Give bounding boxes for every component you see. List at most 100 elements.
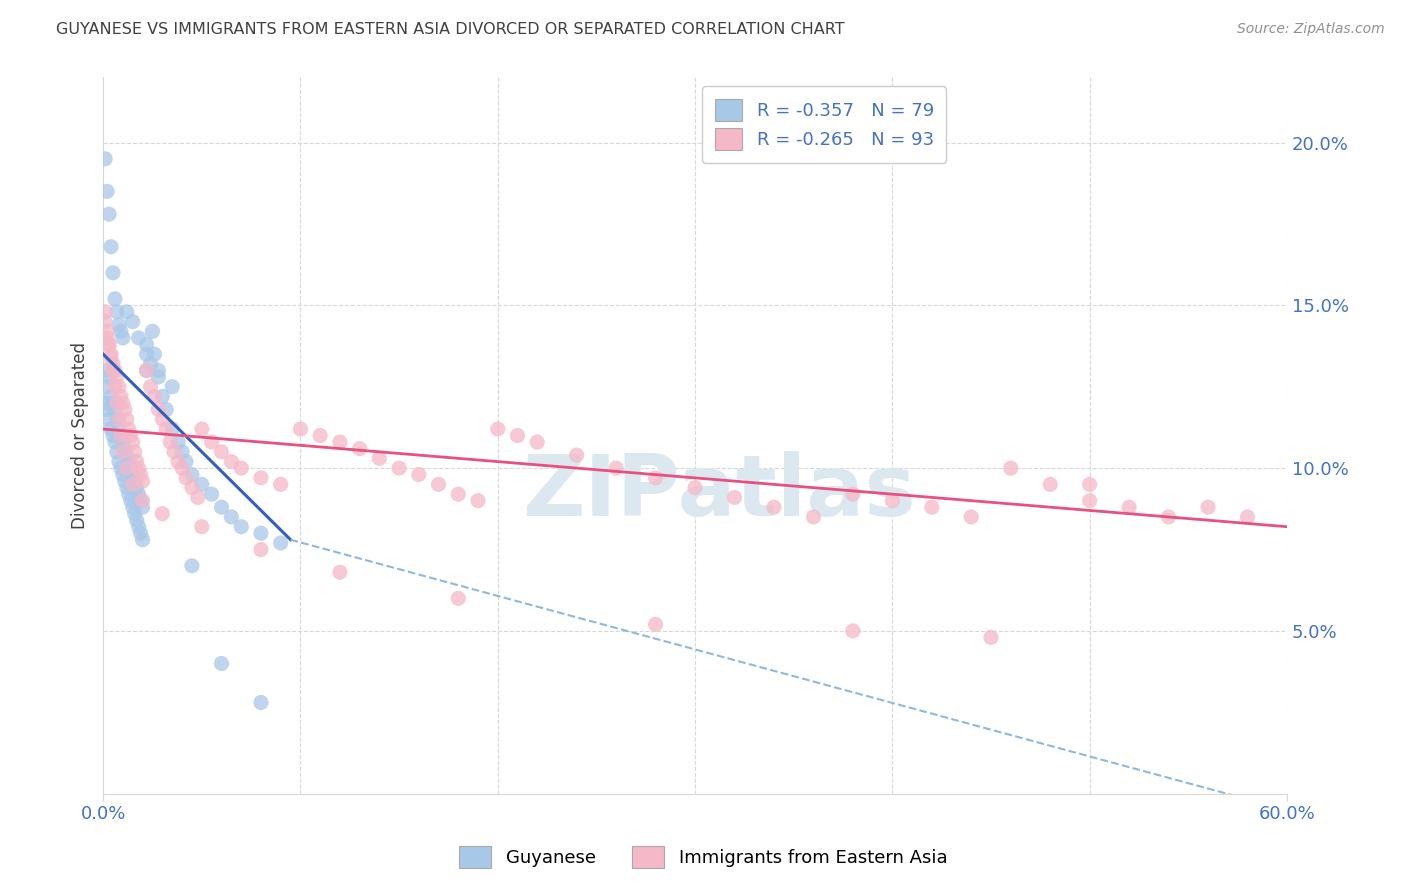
Point [143,347,166,361]
Point [115,412,138,426]
Point [1157,510,1180,524]
Point [125,481,148,495]
Point [94,315,117,329]
Point [96,331,118,345]
Point [100,389,122,403]
Point [221,454,243,468]
Point [167,454,190,468]
Legend: Guyanese, Immigrants from Eastern Asia: Guyanese, Immigrants from Eastern Asia [449,835,957,879]
Point [108,412,131,426]
Point [1197,500,1219,515]
Point [842,624,865,638]
Point [170,445,193,459]
Point [94,363,117,377]
Point [105,412,128,426]
Point [506,428,529,442]
Point [104,380,127,394]
Point [124,507,146,521]
Point [1000,461,1022,475]
Point [148,363,170,377]
Point [115,448,138,462]
Point [1078,477,1101,491]
Point [101,357,124,371]
Point [250,696,273,710]
Point [427,477,450,491]
Point [111,331,134,345]
Point [131,500,153,515]
Point [980,631,1002,645]
Point [128,519,150,533]
Point [159,435,181,450]
Point [163,445,186,459]
Point [139,357,162,371]
Point [94,152,117,166]
Point [105,370,128,384]
Point [110,389,132,403]
Point [174,471,197,485]
Point [211,657,233,671]
Point [98,370,121,384]
Point [104,402,127,417]
Point [124,445,146,459]
Point [98,337,121,351]
Point [191,477,214,491]
Point [94,305,117,319]
Point [231,461,253,475]
Point [100,240,122,254]
Point [762,500,785,515]
Point [270,536,292,550]
Point [160,380,183,394]
Point [270,477,292,491]
Point [129,526,152,541]
Point [167,435,190,450]
Point [121,500,143,515]
Point [174,454,197,468]
Text: GUYANESE VS IMMIGRANTS FROM EASTERN ASIA DIVORCED OR SEPARATED CORRELATION CHART: GUYANESE VS IMMIGRANTS FROM EASTERN ASIA… [56,22,845,37]
Point [191,519,214,533]
Point [120,493,142,508]
Point [135,347,157,361]
Point [135,337,157,351]
Point [118,422,141,436]
Point [105,305,128,319]
Point [131,474,153,488]
Point [115,481,138,495]
Point [231,519,253,533]
Point [368,451,391,466]
Point [467,493,489,508]
Point [125,454,148,468]
Point [105,396,128,410]
Point [98,207,121,221]
Point [160,422,183,436]
Point [139,380,162,394]
Point [526,435,548,450]
Point [118,454,141,468]
Point [101,363,124,377]
Point [644,471,666,485]
Point [447,591,470,606]
Point [723,491,745,505]
Point [96,402,118,417]
Point [150,412,173,426]
Point [114,442,136,456]
Point [131,533,153,547]
Point [120,461,142,475]
Point [108,454,131,468]
Point [211,445,233,459]
Point [128,331,150,345]
Point [110,428,132,442]
Point [211,500,233,515]
Point [148,402,170,417]
Point [388,461,411,475]
Point [105,445,128,459]
Point [101,428,124,442]
Point [110,461,132,475]
Point [108,422,131,436]
Point [101,396,124,410]
Text: Source: ZipAtlas.com: Source: ZipAtlas.com [1237,22,1385,37]
Point [94,396,117,410]
Point [565,448,588,462]
Point [329,566,352,580]
Point [104,363,127,377]
Point [111,445,134,459]
